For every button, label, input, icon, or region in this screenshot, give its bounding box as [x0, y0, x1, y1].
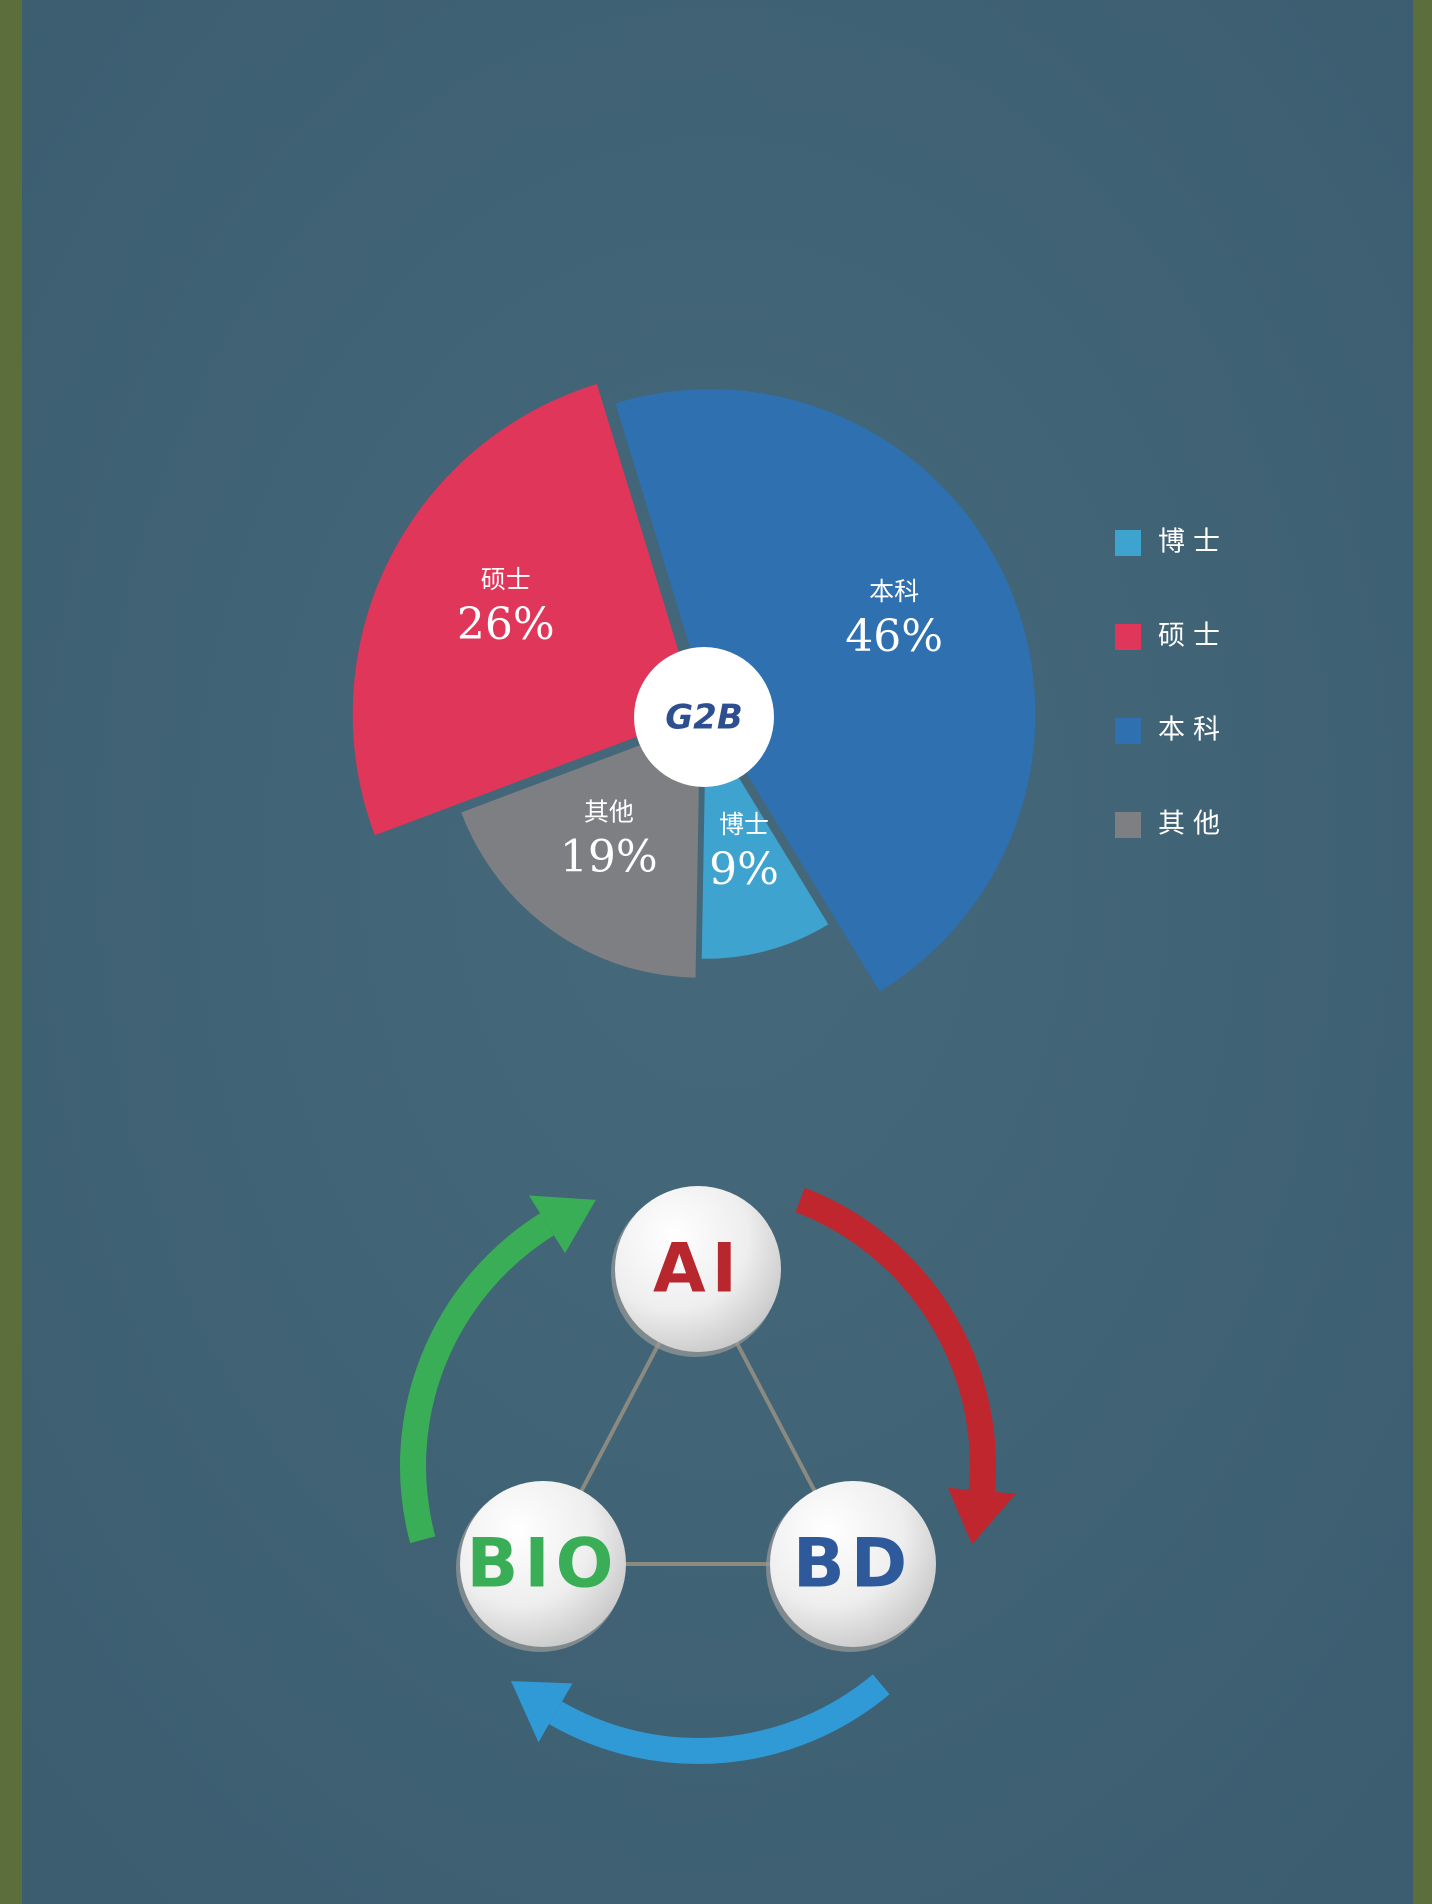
legend-label: 本科 [1158, 715, 1228, 746]
node-label: AI [653, 1230, 743, 1309]
node-label: BD [793, 1525, 913, 1604]
slice-category: 硕士 [481, 565, 531, 594]
legend-label: 硕士 [1158, 621, 1228, 652]
node-label: BIO [467, 1525, 620, 1604]
slice-value-label: 26% [457, 599, 555, 650]
slice-value-label: 9% [709, 844, 779, 895]
slice-value-label: 19% [560, 831, 658, 882]
legend-swatch [1115, 718, 1141, 744]
logo: G2B [665, 698, 742, 738]
page: 本科46%博士9%其他19%硕士26%G2B博士硕士本科其他AIBIOBD ((… [0, 0, 1432, 1904]
slice-category: 博士 [719, 810, 769, 839]
legend-label: 博士 [1158, 527, 1228, 558]
legend-label: 其他 [1158, 809, 1228, 840]
slice-category: 其他 [584, 797, 634, 826]
legend-swatch [1115, 530, 1141, 556]
legend-swatch [1115, 624, 1141, 650]
infographic: 本科46%博士9%其他19%硕士26%G2B博士硕士本科其他AIBIOBD [0, 0, 1432, 1904]
legend-swatch [1115, 812, 1141, 838]
slice-value-label: 46% [845, 611, 943, 662]
slice-category: 本科 [869, 577, 919, 606]
